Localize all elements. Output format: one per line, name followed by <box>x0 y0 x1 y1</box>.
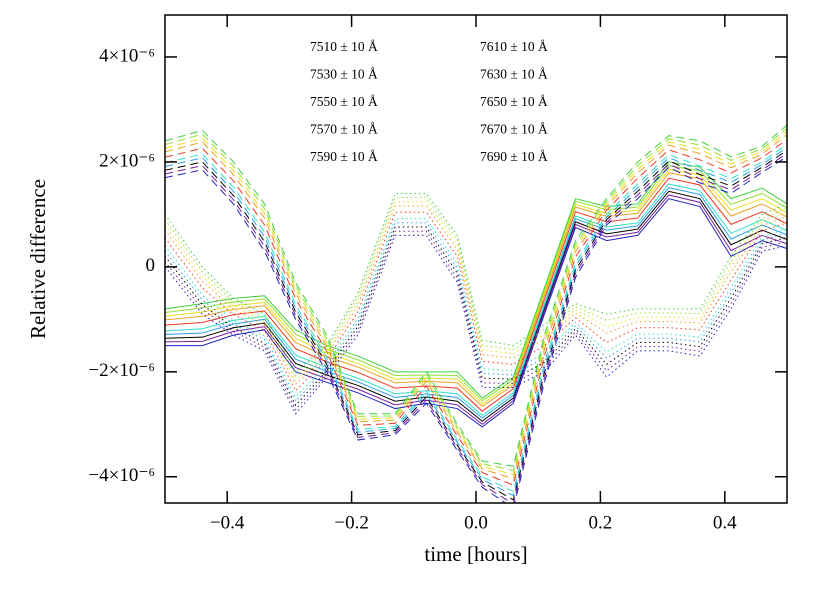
series-line <box>165 143 787 493</box>
y-tick-label: 4×10⁻⁶ <box>99 45 155 66</box>
legend-entry: 7550 ± 10 Å <box>310 94 378 109</box>
y-tick-label: −4×10⁻⁶ <box>88 465 155 486</box>
x-tick-label: 0.0 <box>464 512 488 533</box>
series-line <box>165 205 787 386</box>
series-line <box>165 146 787 497</box>
series-line <box>165 194 787 425</box>
plot-lines <box>165 124 787 503</box>
series-line <box>165 168 787 405</box>
series-line <box>165 230 787 411</box>
series-line <box>165 211 787 392</box>
series-line <box>165 192 787 373</box>
series-line <box>165 190 787 422</box>
series-line <box>165 222 787 403</box>
legend-entry: 7530 ± 10 Å <box>310 67 378 82</box>
series-line <box>165 165 787 402</box>
series-line <box>165 134 787 480</box>
x-axis-label: time [hours] <box>424 542 527 566</box>
legend-entry: 7510 ± 10 Å <box>310 39 378 54</box>
series-line <box>165 198 787 428</box>
y-axis-label: Relative difference <box>26 179 50 339</box>
series-line <box>165 131 787 476</box>
series-line <box>165 201 787 382</box>
legend-entry: 7690 ± 10 Å <box>480 149 548 164</box>
plot-frame <box>164 14 788 504</box>
legend-entry: 7590 ± 10 Å <box>310 149 378 164</box>
legend-entry: 7570 ± 10 Å <box>310 122 378 137</box>
series-line <box>165 156 787 503</box>
series-line <box>165 138 787 486</box>
y-tick-label: −2×10⁻⁶ <box>88 360 155 381</box>
legend-entry: 7650 ± 10 Å <box>480 94 548 109</box>
series-line <box>165 197 787 377</box>
series-line <box>165 218 787 398</box>
series-line <box>165 234 787 415</box>
series-line <box>165 127 787 472</box>
x-tick-label: −0.4 <box>210 512 245 533</box>
series-line <box>165 177 787 412</box>
series-line <box>165 153 787 503</box>
legend-entry: 7610 ± 10 Å <box>480 39 548 54</box>
x-tick-label: −0.2 <box>334 512 368 533</box>
series-line <box>165 172 787 408</box>
series-line <box>165 187 787 419</box>
legend-entry: 7670 ± 10 Å <box>480 122 548 137</box>
series-line <box>165 183 787 417</box>
y-tick-label: 2×10⁻⁶ <box>99 150 155 171</box>
x-tick-label: 0.4 <box>713 512 737 533</box>
y-tick-label: 0 <box>146 255 156 276</box>
series-line <box>165 226 787 407</box>
series-line <box>165 124 787 467</box>
series-line <box>165 161 787 399</box>
x-tick-label: 0.2 <box>589 512 613 533</box>
series-line <box>165 149 787 501</box>
legend-entry: 7630 ± 10 Å <box>480 67 548 82</box>
